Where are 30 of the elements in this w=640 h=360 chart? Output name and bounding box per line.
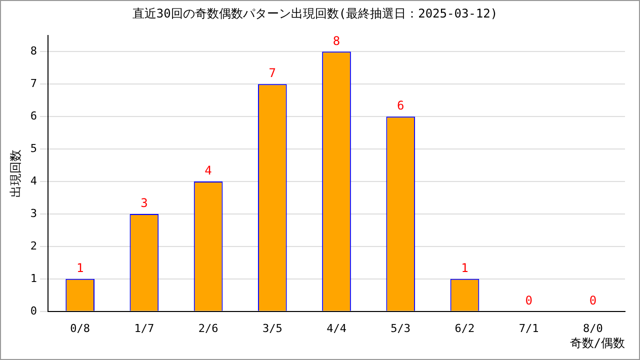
y-tick-label: 2: [30, 239, 38, 252]
y-tick-label: 1: [30, 272, 38, 285]
x-tick-label: 4/4: [326, 322, 347, 335]
x-tick-label: 7/1: [518, 322, 539, 335]
y-tick-label: 0: [30, 304, 38, 318]
x-tick-label: 1/7: [134, 322, 154, 335]
y-tick-label: 3: [30, 206, 38, 220]
data-label: 0: [589, 294, 597, 308]
x-tick-label: 2/6: [198, 322, 218, 335]
x-tick-label: 8/0: [583, 322, 603, 335]
data-label: 7: [268, 66, 276, 80]
y-tick-label: 8: [30, 44, 38, 58]
x-axis-title: 奇数/偶数: [570, 336, 625, 350]
x-tick-label: 5/3: [390, 322, 411, 335]
data-label: 3: [140, 196, 148, 210]
data-label: 0: [525, 294, 532, 308]
y-tick-label: 4: [30, 174, 38, 188]
x-tick-label: 3/5: [262, 322, 282, 335]
x-tick-label: 0/8: [70, 322, 90, 335]
data-label: 1: [461, 261, 468, 276]
data-label: 6: [397, 98, 404, 113]
data-label: 4: [204, 164, 212, 178]
y-tick-label: 6: [30, 109, 38, 122]
y-tick-label: 7: [30, 76, 38, 90]
y-axis-title: 出現回数: [8, 149, 22, 198]
data-label: 1: [76, 261, 84, 276]
chart-title: 直近30回の奇数偶数パターン出現回数(最終抽選日：2025-03-12): [132, 6, 498, 20]
y-tick-label: 5: [30, 142, 38, 155]
data-label: 8: [332, 34, 340, 48]
x-tick-label: 6/2: [454, 322, 475, 335]
